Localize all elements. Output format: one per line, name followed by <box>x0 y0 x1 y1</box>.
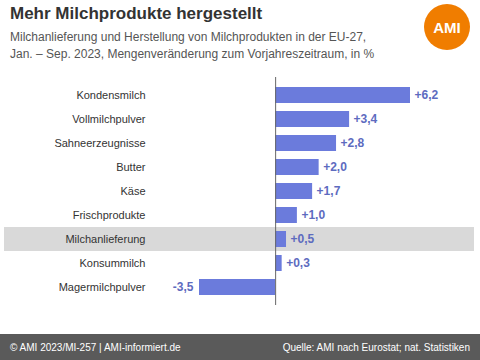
svg-text:Milchanlieferung: Milchanlieferung <box>65 233 145 245</box>
svg-text:+0,5: +0,5 <box>291 232 315 246</box>
svg-text:Magermilchpulver: Magermilchpulver <box>59 281 146 293</box>
svg-text:Sahneerzeugnisse: Sahneerzeugnisse <box>54 137 145 149</box>
html-text:Mehr Milchprodukte hergestellt: Mehr Milchprodukte hergestellt <box>10 4 263 23</box>
svg-text:Vollmilchpulver: Vollmilchpulver <box>72 113 146 125</box>
svg-text:+3,4: +3,4 <box>354 112 378 126</box>
svg-text:Käse: Käse <box>120 185 145 197</box>
html-text:© AMI 2023/MI-257 | AMI-inform: © AMI 2023/MI-257 | AMI-informiert.de <box>10 341 181 353</box>
html-text:Milchanlieferung und Herstellu: Milchanlieferung und Herstellung von Mil… <box>10 30 375 61</box>
svg-text:+1,0: +1,0 <box>301 208 325 222</box>
svg-text:Frischprodukte: Frischprodukte <box>73 209 146 221</box>
svg-text:+0,3: +0,3 <box>286 256 310 270</box>
svg-text:Kondensmilch: Kondensmilch <box>76 89 145 101</box>
html-text:Quelle: AMI nach Eurostat; nat: Quelle: AMI nach Eurostat; nat. Statisti… <box>282 341 470 353</box>
svg-text:Butter: Butter <box>116 161 146 173</box>
svg-text:+6,2: +6,2 <box>415 88 439 102</box>
svg-text:Konsummilch: Konsummilch <box>79 257 145 269</box>
html-text:AMI: AMI <box>433 18 461 36</box>
svg-text:+2,8: +2,8 <box>341 136 365 150</box>
svg-text:-3,5: -3,5 <box>173 280 194 294</box>
svg-text:+1,7: +1,7 <box>317 184 341 198</box>
svg-text:+2,0: +2,0 <box>323 160 347 174</box>
